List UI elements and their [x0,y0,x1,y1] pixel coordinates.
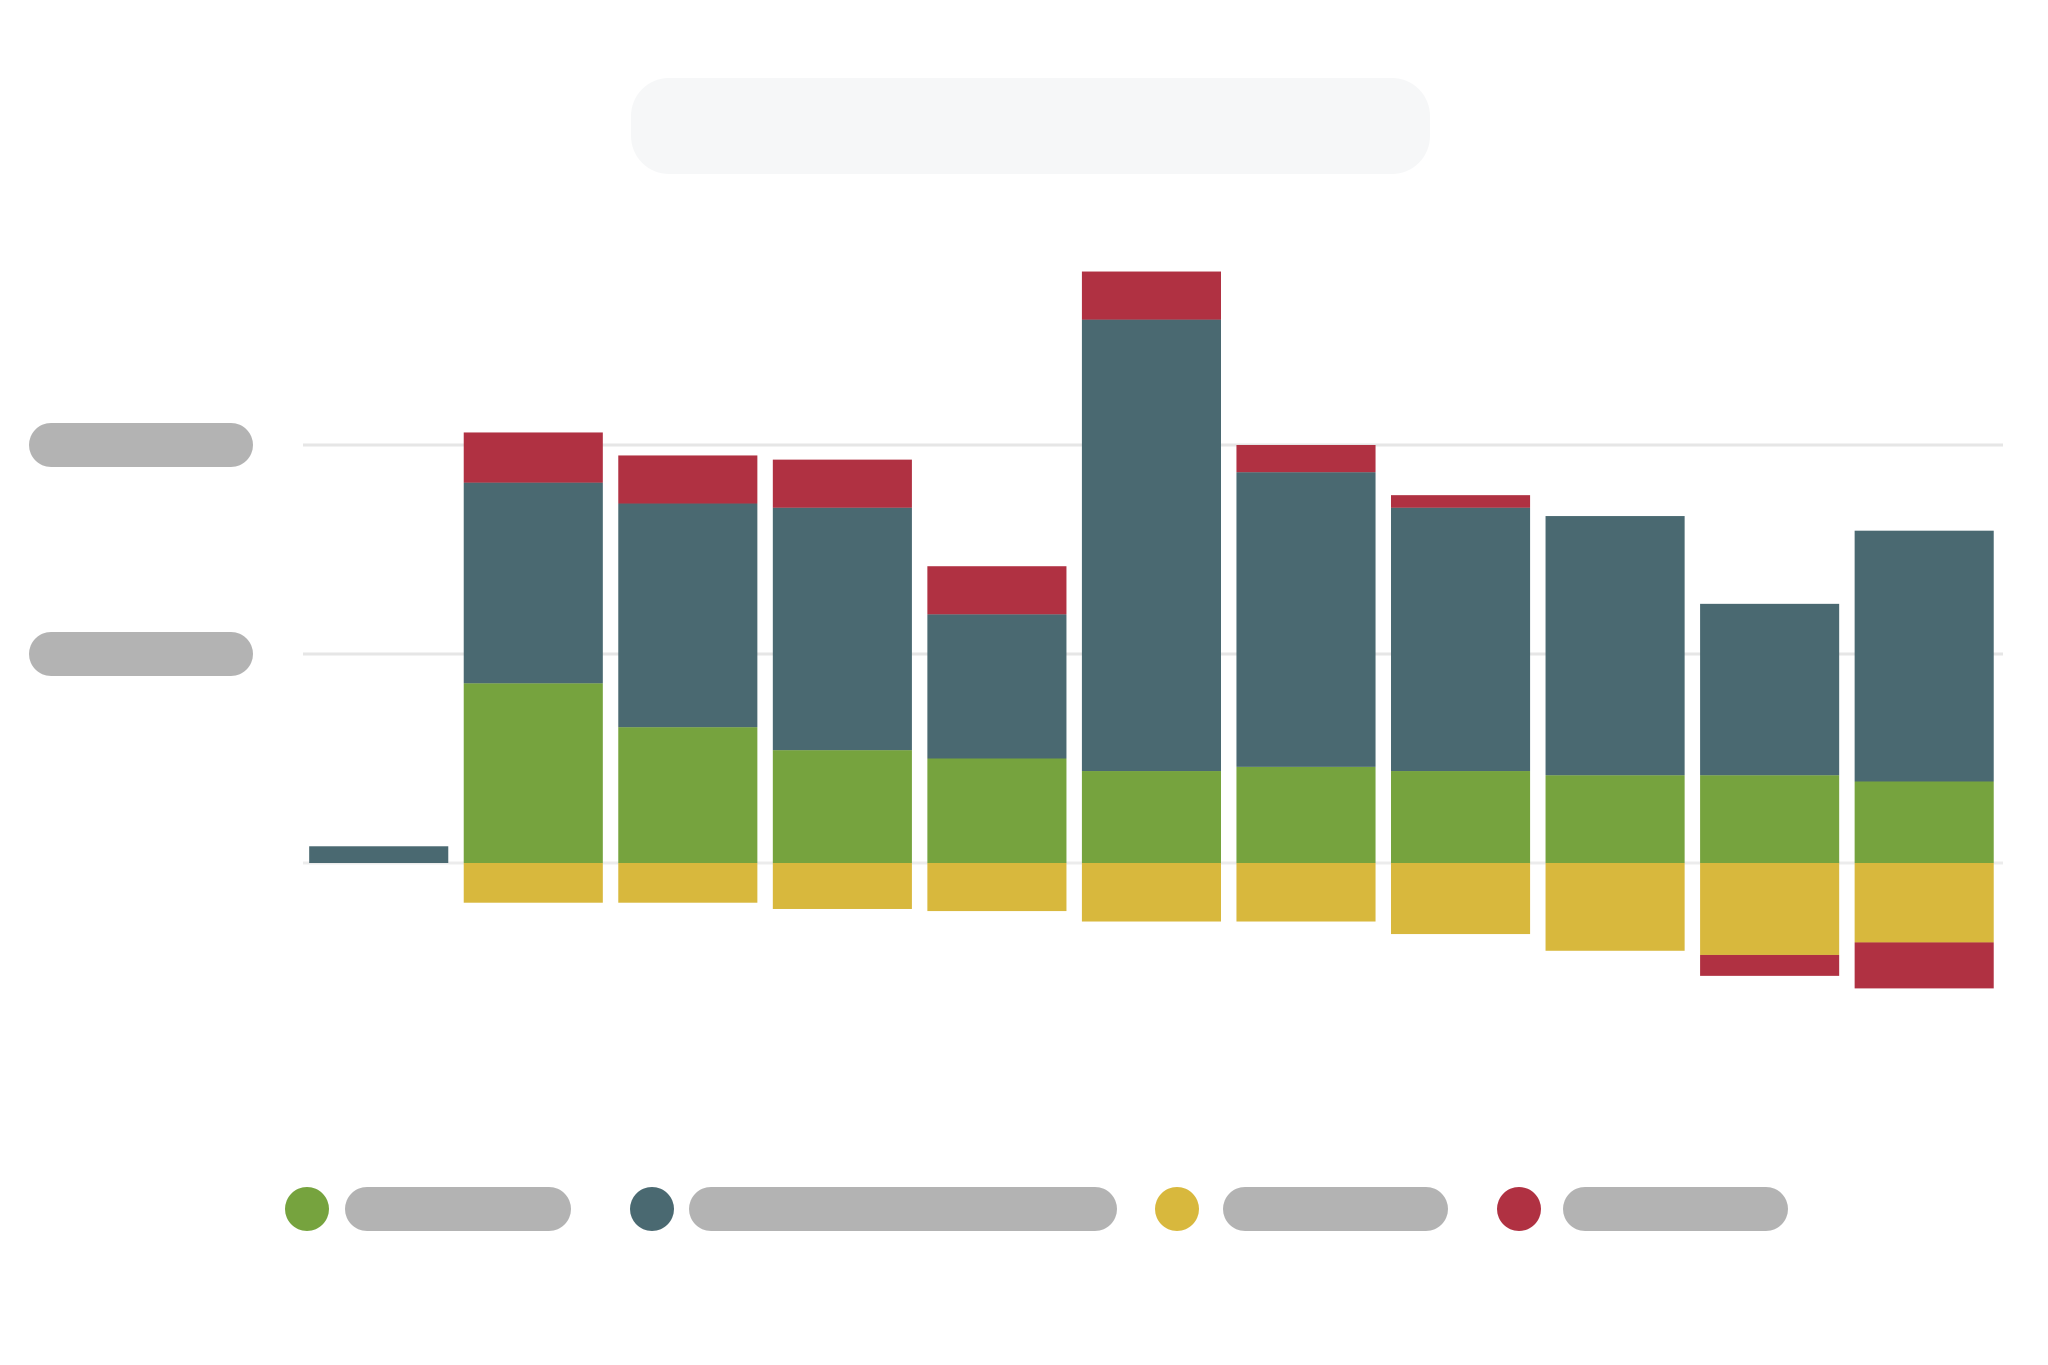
legend-label-placeholder [1563,1187,1788,1231]
bar-segment [1081,271,1221,320]
bar-segment [772,863,912,909]
bar-segment [1854,530,1994,782]
bar-segment [1391,495,1531,508]
legend-marker [285,1187,329,1231]
bar-segment [772,459,912,508]
bar-segment [618,503,758,728]
bar-segment [1854,863,1994,943]
bar-segment [1081,771,1221,863]
bar-segment [463,482,603,684]
bar-segment [1391,771,1531,863]
bar-segment [1854,781,1994,863]
bar-segment [618,455,758,504]
bar-segment [1236,445,1376,473]
bar-segment [309,846,449,863]
bar-segment [1700,603,1840,776]
bar-segment [1545,775,1685,863]
bar-segment [1236,766,1376,863]
bar-segment [1391,507,1531,772]
bar-segment [463,863,603,903]
bar-segment [1700,775,1840,863]
title-placeholder [631,78,1430,174]
bar-segment [927,758,1067,863]
bar-segment [927,863,1067,912]
legend-label-placeholder [345,1187,571,1231]
bar-segment [1081,863,1221,922]
legend-marker [1155,1187,1199,1231]
bar-segment [772,507,912,751]
y-tick-label-placeholder [29,423,253,467]
bar-segment [1081,319,1221,772]
bar-segment [618,863,758,903]
bar-segment [463,432,603,483]
bar-segment [1700,954,1840,976]
legend-label-placeholder [1223,1187,1448,1231]
bar-segment [927,614,1067,759]
legend-marker [630,1187,674,1231]
legend-marker [1497,1187,1541,1231]
legend-label-placeholder [689,1187,1117,1231]
bar-segment [1700,863,1840,955]
bar-segment [618,727,758,863]
y-tick-label-placeholder [29,632,253,676]
bar-segment [1236,472,1376,767]
bar-segment [1545,863,1685,951]
bar-segment [927,566,1067,615]
bar-segment [772,750,912,863]
bar-segment [463,683,603,863]
bar-segment [1391,863,1531,935]
bar-segment [1854,942,1994,989]
bar-segment [1545,516,1685,776]
bar-segment [1236,863,1376,922]
